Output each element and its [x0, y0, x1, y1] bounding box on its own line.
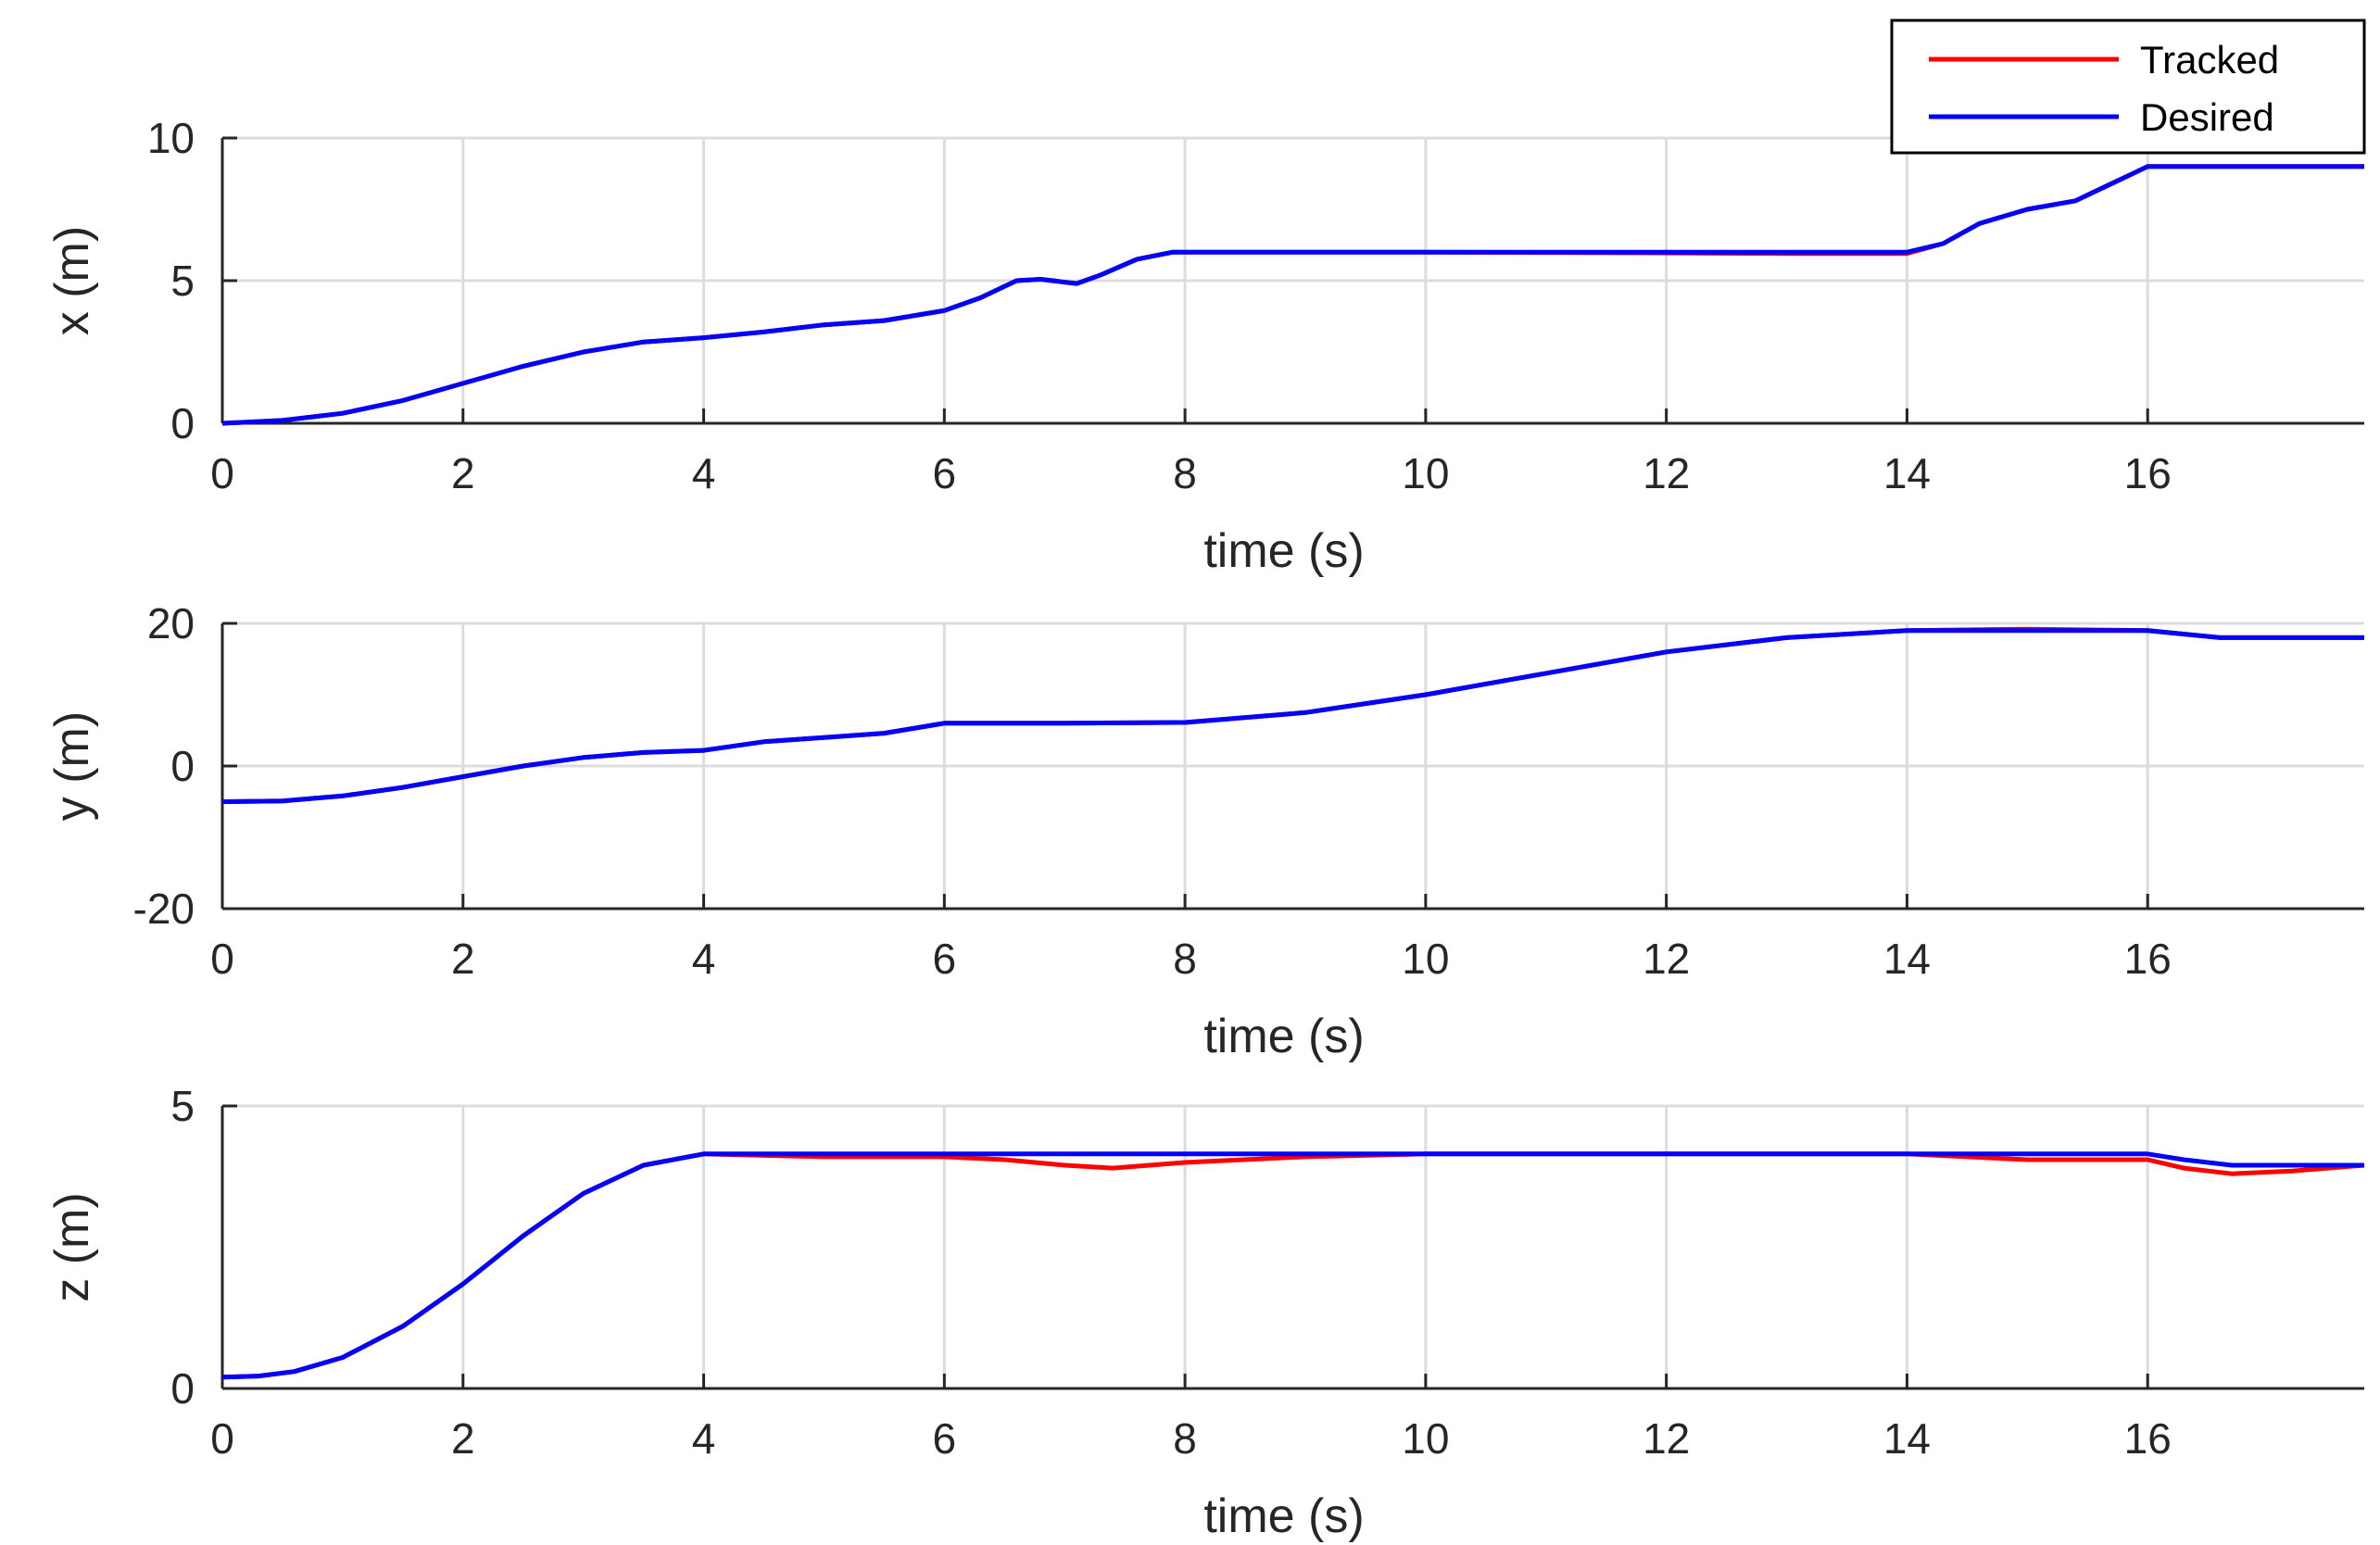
series-line-desired: [221, 164, 2364, 426]
y-tick-label: 10: [147, 114, 195, 162]
x-tick-label: 2: [451, 449, 475, 497]
x-tick-label: 6: [933, 935, 957, 983]
x-tick-label: 2: [451, 935, 475, 983]
x-tick-label: 14: [1883, 449, 1931, 497]
x-tick-label: 14: [1883, 935, 1931, 983]
subplot-1: 0 2 4 6 8 10 12 14 16 0 5 10 time (s) x (m) Tracked Des…: [45, 19, 2366, 578]
y-tick-label: 20: [147, 599, 195, 647]
x-tick-label: 16: [2124, 1414, 2172, 1463]
series-line-desired: [221, 1151, 2364, 1380]
x-tick-label: 14: [1883, 1414, 1931, 1463]
x-axis-title: time (s): [1203, 1489, 1364, 1543]
legend-box: [1890, 19, 2366, 155]
y-axis-title: y (m): [45, 711, 99, 821]
legend-label-desired: Desired: [2140, 95, 2274, 139]
x-tick-label: 4: [692, 935, 716, 983]
x-tick-label: 12: [1643, 449, 1690, 497]
x-tick-label: 0: [210, 1414, 234, 1463]
x-tick-label: 8: [1173, 1414, 1197, 1463]
y-tick-label: 0: [170, 742, 195, 790]
x-axis-title: time (s): [1203, 524, 1364, 578]
series-line-tracked: [221, 1151, 2365, 1380]
x-tick-label: 12: [1643, 1414, 1690, 1463]
legend-label-tracked: Tracked: [2140, 38, 2279, 82]
legend: Tracked Desired: [1890, 19, 2366, 155]
x-tick-label: 4: [692, 449, 716, 497]
x-tick-label: 0: [210, 449, 234, 497]
y-tick-label: 5: [170, 1082, 195, 1130]
x-tick-label: 0: [210, 935, 234, 983]
x-tick-label: 6: [933, 449, 957, 497]
x-tick-label: 8: [1173, 449, 1197, 497]
x-axis-title: time (s): [1203, 1010, 1364, 1063]
y-axis-title: z (m): [45, 1192, 99, 1301]
x-tick-label: 10: [1402, 1414, 1449, 1463]
x-tick-label: 16: [2124, 449, 2172, 497]
x-tick-label: 16: [2124, 935, 2172, 983]
subplot-3: 0 2 4 6 8 10 12 14 16 0 5 time (s) z (m): [45, 1082, 2365, 1543]
x-tick-label: 10: [1402, 449, 1449, 497]
subplot-2: 0 2 4 6 8 10 12 14 16 -20 0 20 time (s) y (m): [45, 599, 2364, 1063]
series-line-desired: [221, 628, 2364, 804]
x-tick-label: 2: [451, 1414, 475, 1463]
y-tick-label: 0: [170, 399, 195, 447]
x-tick-label: 6: [933, 1414, 957, 1463]
y-tick-label: -20: [133, 885, 195, 933]
x-tick-label: 8: [1173, 935, 1197, 983]
x-tick-label: 12: [1643, 935, 1690, 983]
x-tick-label: 10: [1402, 935, 1449, 983]
x-tick-label: 4: [692, 1414, 716, 1463]
y-axis-title: x (m): [45, 226, 99, 335]
y-tick-label: 5: [170, 257, 195, 305]
y-tick-label: 0: [170, 1364, 195, 1413]
